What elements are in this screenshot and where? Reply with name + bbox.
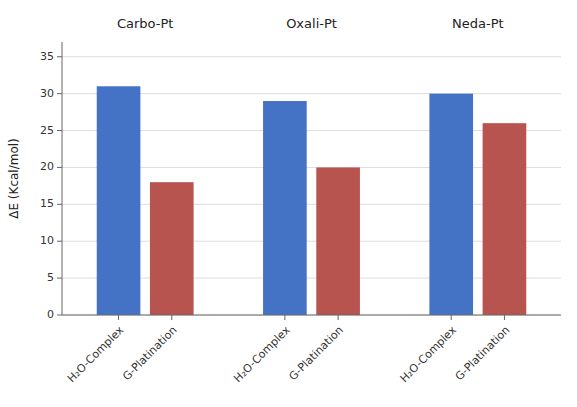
x-tick xyxy=(118,315,119,320)
y-tick xyxy=(57,93,62,94)
y-axis-line xyxy=(62,42,63,315)
x-tick-label: H₂O-Complex xyxy=(231,323,293,385)
chart-container: 05101520253035H₂O-ComplexG-PlatinationCa… xyxy=(0,0,577,407)
bar xyxy=(263,101,307,315)
x-tick xyxy=(451,315,452,320)
group-label: Carbo-Pt xyxy=(117,16,173,31)
y-tick-label: 0 xyxy=(47,308,54,321)
x-tick-label: G-Platination xyxy=(120,324,179,383)
x-tick xyxy=(338,315,339,320)
x-tick-label: G-Platination xyxy=(453,324,512,383)
y-tick-label: 30 xyxy=(40,87,54,100)
group-label: Neda-Pt xyxy=(452,16,504,31)
x-tick-label: H₂O-Complex xyxy=(398,323,460,385)
grid-line xyxy=(62,56,561,57)
y-tick-label: 35 xyxy=(40,50,54,63)
y-tick xyxy=(57,241,62,242)
y-tick xyxy=(57,204,62,205)
x-tick-label: G-Platination xyxy=(286,324,345,383)
y-tick xyxy=(57,56,62,57)
y-tick-label: 5 xyxy=(47,271,54,284)
bars xyxy=(97,86,527,315)
grid xyxy=(62,57,561,315)
bar xyxy=(316,167,360,315)
y-tick xyxy=(57,130,62,131)
y-tick-label: 15 xyxy=(40,197,54,210)
x-tick xyxy=(171,315,172,320)
y-axis-label: ΔE (Kcal/mol) xyxy=(7,138,21,219)
x-axis-line xyxy=(62,315,561,316)
x-tick-label: H₂O-Complex xyxy=(65,323,127,385)
y-tick xyxy=(57,315,62,316)
y-tick xyxy=(57,278,62,279)
y-tick-label: 20 xyxy=(40,160,54,173)
x-tick xyxy=(504,315,505,320)
group-label: Oxali-Pt xyxy=(286,16,337,31)
y-tick-label: 25 xyxy=(40,124,54,137)
y-tick xyxy=(57,167,62,168)
bar xyxy=(483,123,527,315)
y-tick-label: 10 xyxy=(40,234,54,247)
bar xyxy=(150,182,194,315)
bar xyxy=(97,86,141,315)
x-tick xyxy=(284,315,285,320)
grid-line xyxy=(62,315,561,316)
bar xyxy=(429,94,473,315)
chart: 05101520253035H₂O-ComplexG-PlatinationCa… xyxy=(0,0,577,407)
